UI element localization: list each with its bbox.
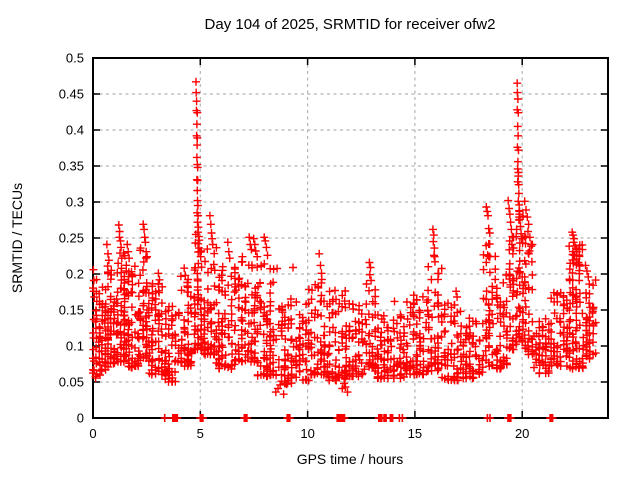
- y-tick-label: 0.15: [59, 303, 84, 318]
- x-tick-label: 0: [89, 426, 96, 441]
- chart-title: Day 104 of 2025, SRMTID for receiver ofw…: [205, 16, 496, 33]
- x-tick-label: 15: [408, 426, 422, 441]
- y-tick-label: 0.35: [59, 159, 84, 174]
- y-tick-label: 0.4: [66, 123, 84, 138]
- x-tick-label: 20: [515, 426, 529, 441]
- x-tick-label: 10: [300, 426, 314, 441]
- x-axis-label: GPS time / hours: [297, 451, 404, 467]
- y-tick-label: 0.3: [66, 195, 84, 210]
- tick-labels-layer: 0 0.05 0.1 0.15 0.2 0.25 0.3 0.35 0.4 0.45 0.5 0 5 10…: [59, 51, 530, 442]
- x-tick-label: 5: [197, 426, 204, 441]
- zero-markers-layer: [160, 414, 557, 422]
- y-tick-label: 0.05: [59, 375, 84, 390]
- y-tick-label: 0.5: [66, 51, 84, 66]
- y-tick-label: 0.2: [66, 267, 84, 282]
- y-tick-label: 0.1: [66, 339, 84, 354]
- y-tick-label: 0.45: [59, 87, 84, 102]
- y-tick-label: 0.25: [59, 231, 84, 246]
- plot-border: [92, 57, 609, 419]
- y-tick-label: 0: [77, 411, 84, 426]
- data-points-layer: [89, 77, 600, 399]
- y-axis-label: SRMTID / TECUs: [9, 183, 25, 293]
